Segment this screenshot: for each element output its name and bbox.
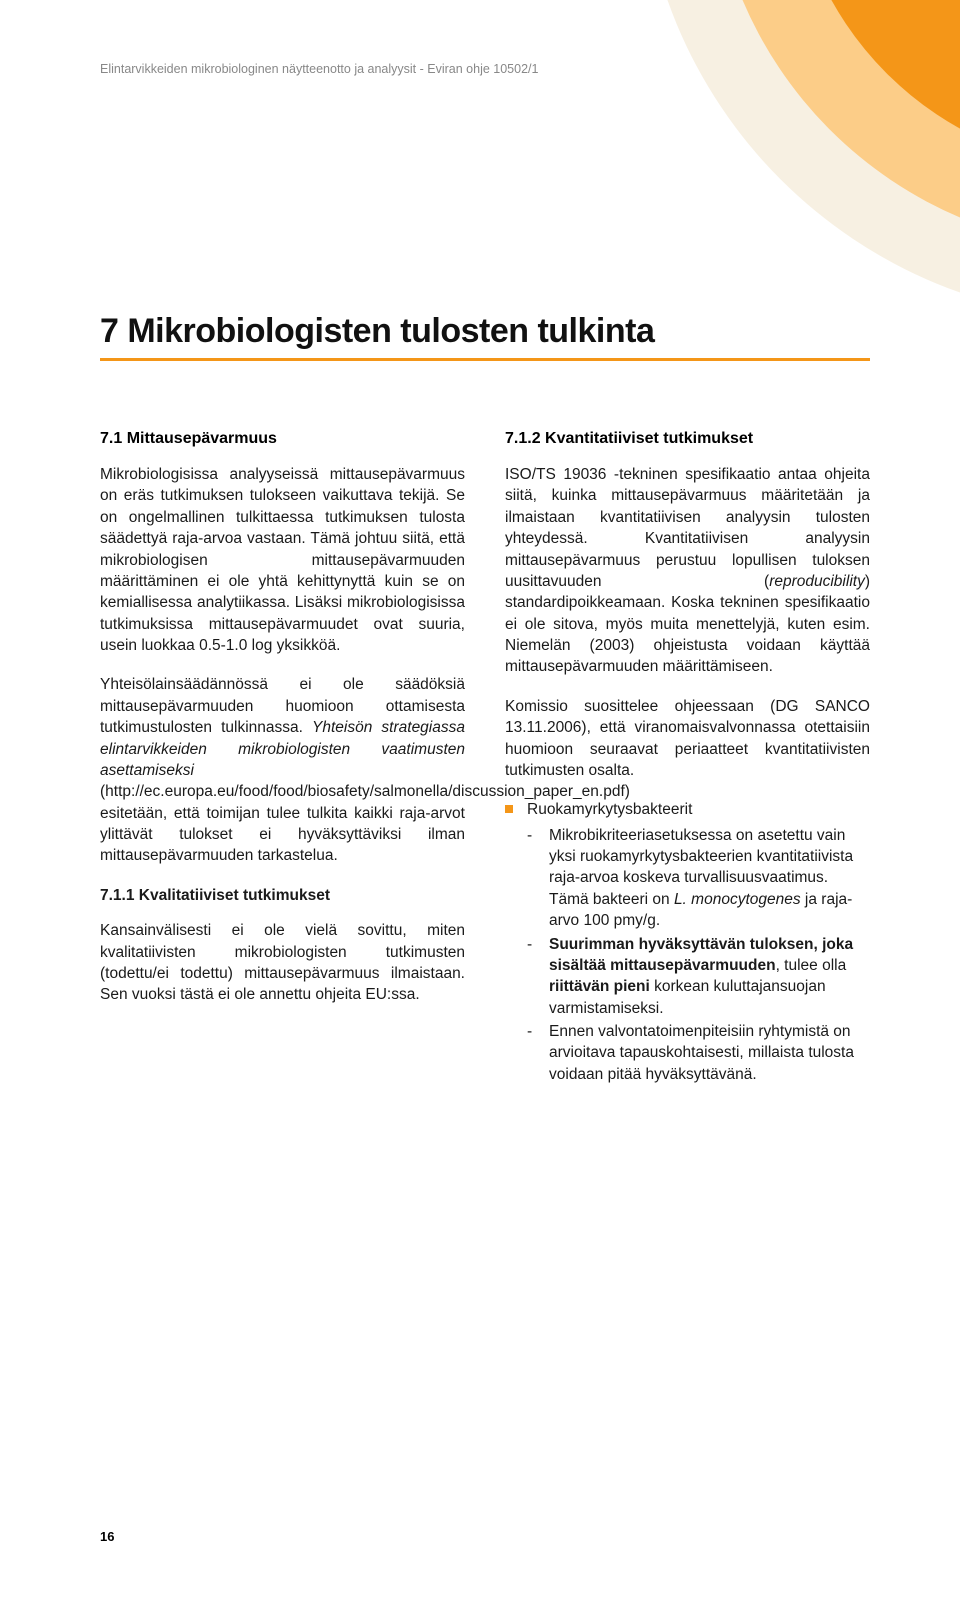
section-heading-7-1-2: 7.1.2 Kvantitatiiviset tutkimukset	[505, 428, 870, 450]
paragraph: Yhteisölainsäädännössä ei ole säädöksiä …	[100, 674, 465, 866]
page-number: 16	[100, 1529, 114, 1544]
italic-text: L. monocytogenes	[674, 891, 801, 908]
paragraph: ISO/TS 19036 -tekninen spesifikaatio ant…	[505, 464, 870, 678]
paragraph: Komissio suosittelee ohjeessaan (DG SANC…	[505, 696, 870, 782]
bullet-list: Ruokamyrkytysbakteerit - Mikrobikriteeri…	[505, 799, 870, 1085]
right-column: 7.1.2 Kvantitatiiviset tutkimukset ISO/T…	[505, 428, 870, 1087]
italic-text: reproducibility	[769, 573, 865, 590]
subsection-heading-7-1-1: 7.1.1 Kvalitatiiviset tutkimukset	[100, 885, 465, 906]
dash-text: Suurimman hyväksyttävän tuloksen, joka s…	[549, 934, 870, 1020]
dash-item: - Ennen valvontatoimenpiteisiin ryhtymis…	[527, 1021, 870, 1085]
section-heading-7-1: 7.1 Mittausepävarmuus	[100, 428, 465, 450]
dash-item: - Suurimman hyväksyttävän tuloksen, joka…	[527, 934, 870, 1020]
corner-arc-graphic	[640, 0, 960, 320]
dash-text: Mikrobikriteeriasetuksessa on asetettu v…	[549, 825, 870, 932]
text: ISO/TS 19036 -tekninen spesifikaatio ant…	[505, 466, 870, 590]
chapter-title: 7 Mikrobiologisten tulosten tulkinta	[100, 312, 654, 351]
content-columns: 7.1 Mittausepävarmuus Mikrobiologisissa …	[100, 428, 870, 1087]
title-underline	[100, 358, 870, 361]
paragraph: Kansainvälisesti ei ole vielä sovittu, m…	[100, 920, 465, 1006]
paragraph: Mikrobiologisissa analyyseissä mittausep…	[100, 464, 465, 656]
bold-text: riittävän pieni	[549, 978, 650, 995]
dash-item: - Mikrobikriteeriasetuksessa on asetettu…	[527, 825, 870, 932]
left-column: 7.1 Mittausepävarmuus Mikrobiologisissa …	[100, 428, 465, 1087]
text: , tulee olla	[776, 957, 847, 974]
dash-marker: -	[527, 825, 539, 846]
square-bullet-icon	[505, 805, 513, 813]
dash-text: Ennen valvontatoimenpiteisiin ryhtymistä…	[549, 1021, 870, 1085]
dash-marker: -	[527, 1021, 539, 1042]
bullet-label: Ruokamyrkytysbakteerit	[527, 799, 870, 820]
dash-marker: -	[527, 934, 539, 955]
page-header: Elintarvikkeiden mikrobiologinen näyttee…	[100, 62, 538, 76]
bullet-item: Ruokamyrkytysbakteerit	[505, 799, 870, 820]
